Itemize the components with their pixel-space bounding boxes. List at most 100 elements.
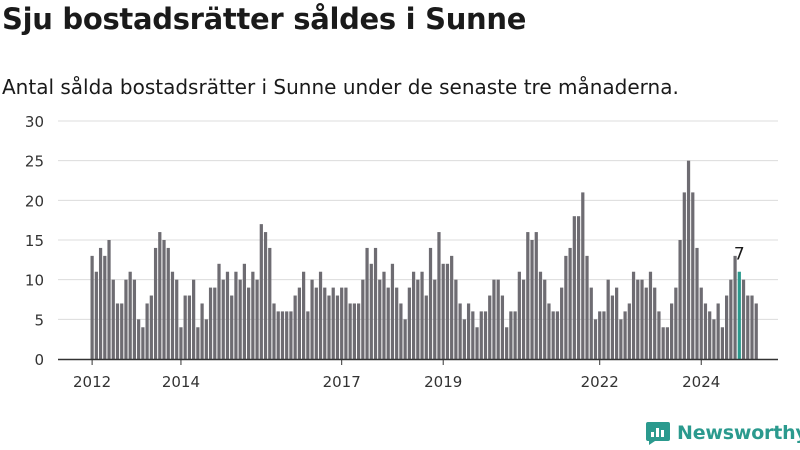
- bar: [183, 295, 187, 359]
- bar: [297, 287, 301, 359]
- bar: [314, 287, 318, 359]
- bar: [395, 287, 399, 359]
- bar: [259, 224, 263, 359]
- bar: [492, 279, 496, 359]
- bar: [636, 279, 640, 359]
- bar: [403, 319, 407, 359]
- bar: [120, 303, 124, 359]
- bar: [331, 287, 335, 359]
- bar: [323, 287, 327, 359]
- bar: [196, 327, 200, 359]
- bar: [145, 303, 149, 359]
- bar: [318, 271, 323, 359]
- bar: [344, 287, 348, 359]
- bar: [551, 311, 555, 359]
- bar: [141, 327, 145, 359]
- bar: [187, 295, 192, 359]
- bar: [149, 295, 153, 359]
- y-tick-label: 0: [34, 351, 44, 369]
- bar: [513, 311, 517, 359]
- bar: [268, 247, 272, 359]
- bar: [657, 311, 661, 359]
- bar: [170, 271, 175, 359]
- bar: [356, 303, 361, 359]
- bar: [754, 303, 758, 359]
- bar: [382, 271, 386, 359]
- bar: [750, 295, 754, 359]
- bar: [589, 287, 593, 359]
- bar: [302, 271, 306, 359]
- bar: [407, 287, 411, 359]
- bar: [428, 247, 433, 359]
- bar: [175, 279, 179, 359]
- bar: [648, 271, 653, 359]
- bar: [399, 303, 403, 359]
- bar: [505, 327, 509, 359]
- bar: [179, 327, 183, 359]
- x-tick-label: 2012: [73, 373, 111, 391]
- bar: [615, 287, 619, 359]
- bar: [674, 287, 678, 359]
- x-tick-label: 2014: [162, 373, 200, 391]
- y-tick-label: 10: [25, 272, 44, 290]
- bar: [661, 327, 665, 359]
- bar: [230, 295, 234, 359]
- chart-subtitle: Antal sålda bostadsrätter i Sunne under …: [2, 75, 679, 99]
- bar: [560, 287, 564, 359]
- bar: [530, 240, 534, 359]
- bar: [378, 279, 382, 359]
- bar: [103, 255, 107, 359]
- bar: [365, 247, 369, 359]
- bar: [631, 271, 636, 359]
- bar: [534, 232, 538, 359]
- bar: [272, 303, 276, 359]
- bar: [411, 271, 416, 359]
- bar: [255, 279, 259, 359]
- bar: [221, 279, 225, 359]
- bar: [526, 232, 530, 359]
- bar: [720, 327, 724, 359]
- bar: [695, 247, 699, 359]
- bar: [725, 295, 729, 359]
- bar: [712, 319, 716, 359]
- newsworthy-logo: Newsworthy: [645, 420, 800, 446]
- x-tick-label: 2022: [581, 373, 619, 391]
- bar: [547, 303, 551, 359]
- highlight-value-label: 7: [734, 245, 745, 265]
- bar: [94, 271, 98, 359]
- y-tick-label: 5: [34, 311, 44, 329]
- bar: [568, 247, 572, 359]
- bar: [306, 311, 310, 359]
- bar: [373, 247, 378, 359]
- bar: [247, 287, 251, 359]
- bar: [124, 279, 128, 359]
- bar: [509, 311, 513, 359]
- bar: [276, 311, 280, 359]
- bar: [225, 271, 230, 359]
- bar: [543, 279, 547, 359]
- bar: [733, 255, 737, 359]
- bar: [729, 279, 733, 359]
- bar: [98, 247, 103, 359]
- bar: [166, 247, 170, 359]
- bar: [466, 303, 471, 359]
- bar: [132, 279, 137, 359]
- bar: [416, 279, 420, 359]
- bar: [500, 295, 505, 359]
- bar: [623, 311, 627, 359]
- bar: [234, 271, 238, 359]
- bar: [686, 160, 691, 359]
- bar: [691, 192, 695, 359]
- bar: [606, 279, 610, 359]
- bar: [496, 279, 500, 359]
- bar: [483, 311, 488, 359]
- bar-highlight: [737, 271, 741, 359]
- y-tick-label: 15: [25, 232, 44, 250]
- bar: [352, 303, 356, 359]
- bar: [576, 216, 581, 359]
- bar: [445, 263, 450, 359]
- bar: [670, 303, 674, 359]
- bar: [741, 279, 746, 359]
- bar: [200, 303, 204, 359]
